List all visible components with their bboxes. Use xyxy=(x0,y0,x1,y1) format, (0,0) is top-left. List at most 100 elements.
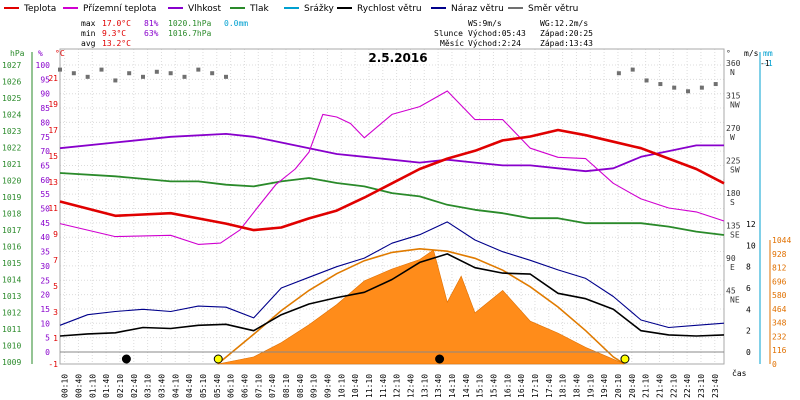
series-lines xyxy=(58,67,725,337)
series-vlhkost xyxy=(59,133,724,173)
percent-tick: 80 xyxy=(40,118,50,127)
direction-tick: 225 xyxy=(726,157,741,166)
percent-tick: 25 xyxy=(40,276,50,285)
x-tick: 02:40 xyxy=(130,374,139,398)
percent-tick: 100 xyxy=(36,61,51,70)
percent-axis-label: % xyxy=(38,49,43,58)
x-tick: 23:10 xyxy=(697,374,706,398)
hpa-tick: 1026 xyxy=(2,78,21,87)
percent-tick: 30 xyxy=(40,262,50,271)
series-solar xyxy=(217,249,625,365)
solar-tick: 1044 xyxy=(772,236,791,245)
x-tick: 06:40 xyxy=(240,374,249,398)
temp-tick: 7 xyxy=(53,256,58,265)
rain-axis-label: mm xyxy=(763,49,773,58)
series-tlak xyxy=(59,172,725,236)
x-tick: 10:10 xyxy=(337,374,346,398)
solar-tick: 464 xyxy=(772,305,787,314)
hpa-tick: 1021 xyxy=(2,160,21,169)
percent-tick: 65 xyxy=(40,161,50,170)
hpa-tick: 1020 xyxy=(2,177,21,186)
percent-tick: 90 xyxy=(40,90,50,99)
solar-tick: 116 xyxy=(772,346,787,355)
moonset-marker xyxy=(435,354,445,364)
percent-tick: 0 xyxy=(45,348,50,357)
wind-tick: 12 xyxy=(746,220,756,229)
solar-tick: 0 xyxy=(772,360,777,369)
x-tick: 10:40 xyxy=(351,374,360,398)
percent-tick: 20 xyxy=(40,291,50,300)
stats-sunset: Západ:20:25 xyxy=(540,29,593,38)
wind-direction-point xyxy=(127,71,132,76)
x-tick: 14:10 xyxy=(448,374,457,398)
stats-moonrise: Východ:2:24 xyxy=(468,39,521,48)
stats-wg: WG:12.2m/s xyxy=(540,19,588,28)
wind-direction-point xyxy=(141,74,145,79)
legend-label: Srážky xyxy=(304,4,335,14)
x-tick: 16:40 xyxy=(517,374,526,398)
temp-tick: 19 xyxy=(48,100,58,109)
series-naraz-vetru xyxy=(59,221,725,329)
percent-tick: 5 xyxy=(45,334,50,343)
wind-direction-point xyxy=(630,67,635,72)
hpa-tick: 1015 xyxy=(2,259,21,268)
hpa-tick: 1012 xyxy=(2,309,21,318)
stats-temp: 9.3°C xyxy=(102,29,126,38)
x-tick: 19:10 xyxy=(586,374,595,398)
series-solar-max xyxy=(217,247,625,365)
stats-humidity: 63% xyxy=(144,29,159,38)
rain-axis-top: -1 xyxy=(763,59,773,68)
wind-direction-point xyxy=(99,67,104,72)
hpa-tick: 1023 xyxy=(2,127,21,136)
stats-row-label: min xyxy=(81,29,96,38)
sunset-marker xyxy=(620,354,630,364)
moonrise-marker xyxy=(121,354,131,364)
hpa-tick: 1010 xyxy=(2,342,21,351)
direction-tick: 270 xyxy=(726,124,741,133)
stats-moonset: Západ:13:43 xyxy=(540,39,593,48)
x-axis-label: čas xyxy=(732,368,747,378)
stats-moon-label: Měsíc xyxy=(440,39,464,48)
temp-tick: 9 xyxy=(53,230,58,239)
x-tick: 20:40 xyxy=(628,374,637,398)
x-tick: 18:10 xyxy=(559,374,568,398)
wind-tick: 0 xyxy=(746,348,751,357)
wind-tick: 4 xyxy=(746,305,751,314)
wind-direction-point xyxy=(154,69,159,74)
direction-tick: 180 xyxy=(726,189,741,198)
percent-tick: 15 xyxy=(40,305,50,314)
legend: Teplota Přízemní teplota Vlhkost Tlak Srážky… xyxy=(4,4,578,14)
x-tick: 11:40 xyxy=(379,374,388,398)
wind-direction-point xyxy=(672,85,677,90)
x-tick: 14:40 xyxy=(462,374,471,398)
solar-tick: 696 xyxy=(772,277,787,286)
direction-tick: 45 xyxy=(726,287,736,296)
legend-label: Rychlost větru xyxy=(357,4,422,14)
stats-rain: 0.0mm xyxy=(224,19,248,28)
x-tick: 18:40 xyxy=(572,374,581,398)
x-tick: 01:10 xyxy=(88,374,97,398)
temp-tick: 11 xyxy=(48,204,58,213)
x-tick: 23:40 xyxy=(711,374,720,398)
wind-direction-point xyxy=(686,89,691,94)
wind-direction-point xyxy=(85,74,90,79)
compass-label: SE xyxy=(730,231,740,240)
percent-tick: 70 xyxy=(40,147,50,156)
x-tick: 05:10 xyxy=(199,374,208,398)
stats-temp: 13.2°C xyxy=(102,39,131,48)
percent-tick: 95 xyxy=(40,75,50,84)
x-tick: 19:40 xyxy=(600,374,609,398)
temp-tick: -1 xyxy=(48,360,58,369)
solar-tick: 928 xyxy=(772,250,787,259)
hpa-tick: 1022 xyxy=(2,144,21,153)
wind-tick: 6 xyxy=(746,284,751,293)
temp-tick: 13 xyxy=(48,178,58,187)
wind-axis-top: -1 xyxy=(760,59,770,68)
wind-axis-label: m/s xyxy=(744,49,759,58)
temp-tick: 15 xyxy=(48,152,58,161)
chart-title: 2.5.2016 xyxy=(368,51,427,65)
hpa-tick: 1011 xyxy=(2,325,21,334)
x-tick: 21:40 xyxy=(655,374,664,398)
compass-label: W xyxy=(730,133,735,142)
